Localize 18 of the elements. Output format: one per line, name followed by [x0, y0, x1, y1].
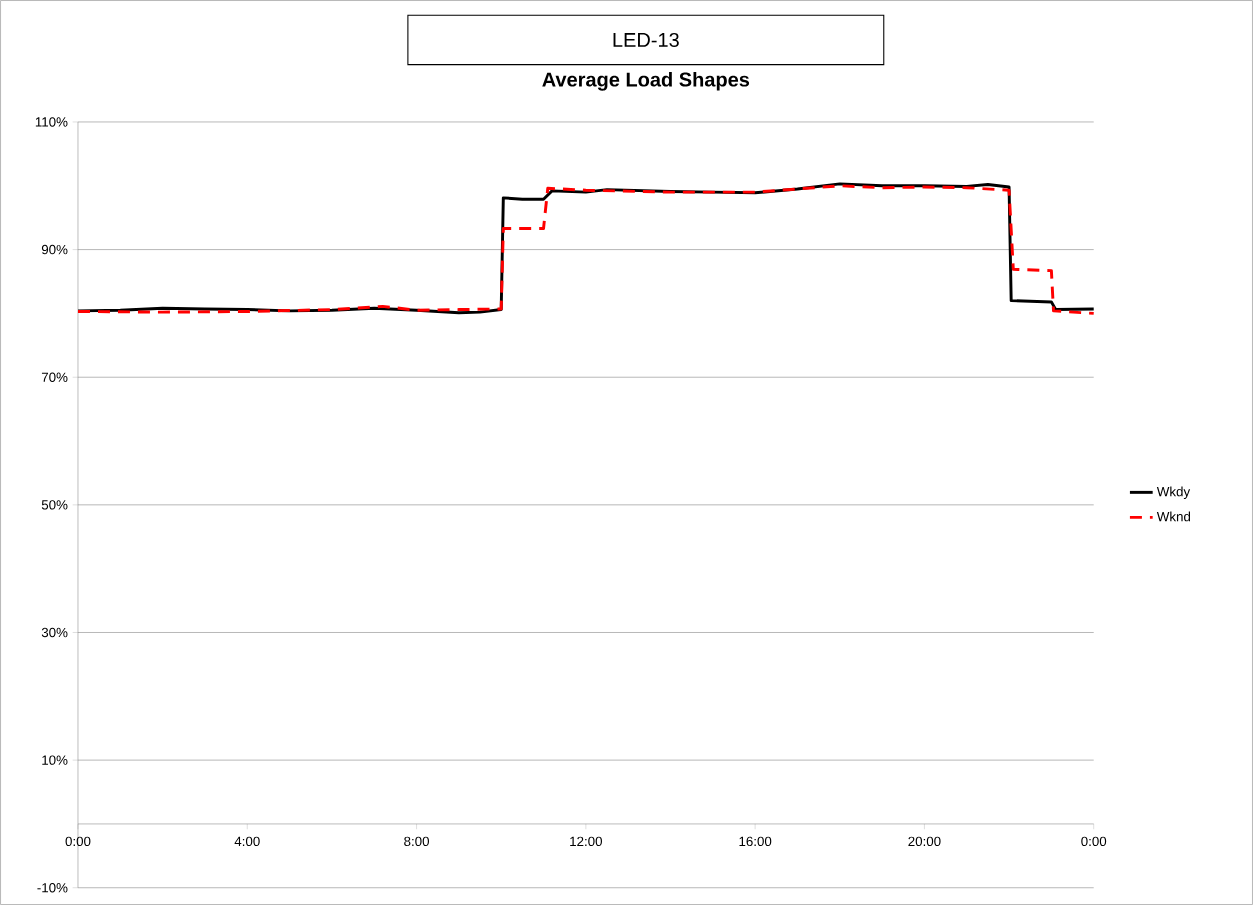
chart-subtitle: Average Load Shapes	[542, 71, 750, 91]
x-tick-label: 8:00	[404, 836, 430, 847]
x-tick-label: 16:00	[739, 836, 772, 847]
y-tick-label: 50%	[41, 500, 68, 510]
y-tick-label: 10%	[42, 755, 68, 765]
legend-label: Wknd	[1156, 511, 1191, 522]
x-tick-label: 0:00	[65, 836, 91, 847]
y-tick-label: 70%	[41, 372, 68, 382]
y-tick-label: 30%	[41, 627, 68, 638]
legend-label: Wkdy	[1156, 486, 1191, 499]
x-tick-label: 0:00	[1081, 836, 1107, 847]
y-tick-label: -10%	[37, 883, 68, 893]
x-tick-label: 20:00	[908, 836, 941, 847]
y-tick-label: 110%	[35, 117, 68, 127]
x-tick-label: 12:00	[570, 836, 603, 847]
x-tick-label: 4:00	[234, 836, 260, 847]
y-tick-label: 90%	[41, 244, 68, 255]
chart-title: LED-13	[613, 32, 679, 48]
